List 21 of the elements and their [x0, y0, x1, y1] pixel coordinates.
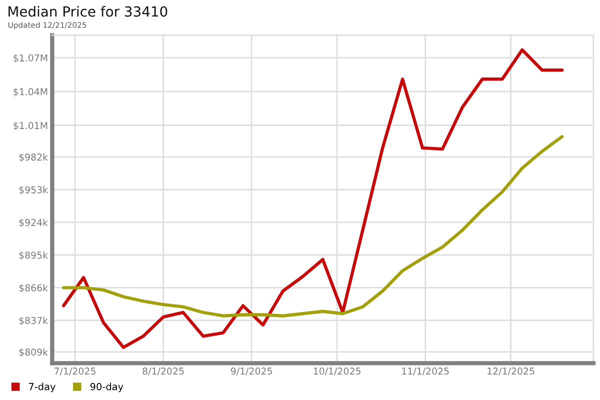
y-tick-label: $953k: [19, 186, 48, 195]
x-tick-label: 12/1/2025: [488, 368, 534, 376]
legend-label: 90-day: [90, 382, 124, 392]
chart-title: Median Price for 33410: [8, 6, 168, 17]
y-tick-label: $809k: [19, 348, 48, 357]
x-tick-label: 8/1/2025: [142, 368, 184, 376]
x-tick-label: 7/1/2025: [54, 368, 96, 376]
y-tick-label: $1.01M: [14, 122, 48, 130]
x-tick-label: 9/1/2025: [230, 368, 272, 376]
y-tick-label: $1.04M: [14, 88, 48, 97]
y-tick-label: $895k: [19, 251, 48, 260]
x-tick-label: 10/1/2025: [314, 368, 360, 376]
y-tick-label: $866k: [19, 284, 48, 293]
line-series: [62, 48, 564, 350]
y-tick-label: $924k: [19, 218, 48, 228]
legend-label: 7-day: [28, 382, 56, 392]
y-tick-label: $1.07M: [14, 54, 48, 63]
y-tick-label: $982k: [19, 153, 48, 162]
y-tick-label: $837k: [19, 316, 48, 326]
line-series: [62, 135, 564, 318]
x-tick-label: 11/1/2025: [402, 368, 449, 376]
